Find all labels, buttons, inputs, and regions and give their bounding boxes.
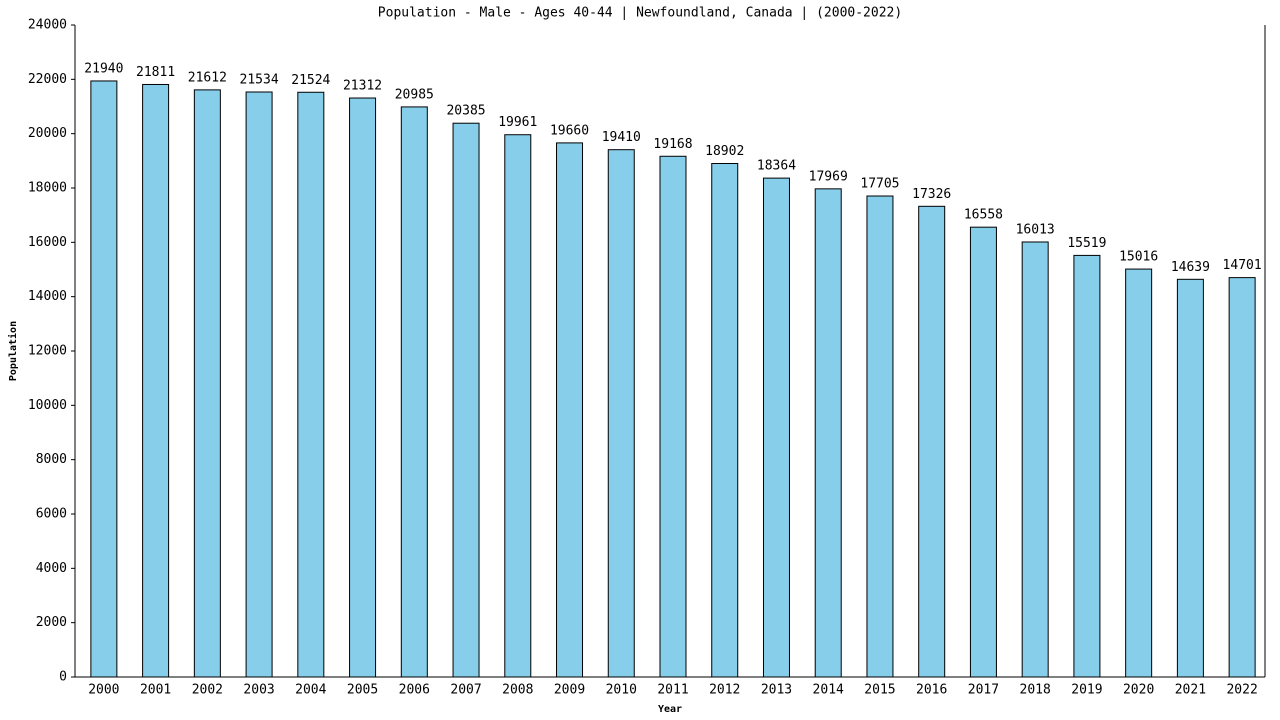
x-tick-label: 2009 — [554, 683, 585, 698]
bar — [504, 134, 532, 678]
value-label: 14701 — [1223, 258, 1262, 273]
x-tick-label: 2021 — [1175, 683, 1206, 698]
value-label: 19168 — [653, 137, 692, 152]
x-tick-label: 2003 — [243, 683, 274, 698]
value-label: 20985 — [395, 87, 434, 102]
x-tick-label: 2015 — [864, 683, 895, 698]
bar — [245, 91, 273, 678]
bar — [142, 83, 170, 678]
value-label: 18902 — [705, 144, 744, 159]
y-tick-label: 22000 — [28, 72, 67, 87]
value-label: 18364 — [757, 159, 796, 174]
value-label: 17969 — [809, 169, 848, 184]
bar — [1021, 241, 1049, 678]
x-tick-label: 2006 — [399, 683, 430, 698]
value-label: 15016 — [1119, 250, 1158, 265]
x-tick-label: 2004 — [295, 683, 326, 698]
y-tick-label: 2000 — [36, 615, 67, 630]
bar — [193, 89, 221, 678]
bar — [349, 97, 377, 678]
x-tick-label: 2001 — [140, 683, 171, 698]
y-tick-label: 4000 — [36, 561, 67, 576]
value-label: 21811 — [136, 65, 175, 80]
bar — [607, 149, 635, 678]
x-tick-label: 2002 — [192, 683, 223, 698]
bar — [297, 91, 325, 678]
y-tick-label: 8000 — [36, 452, 67, 467]
value-label: 15519 — [1067, 236, 1106, 251]
bar — [918, 205, 946, 678]
x-tick-label: 2010 — [606, 683, 637, 698]
x-tick-label: 2013 — [761, 683, 792, 698]
x-tick-label: 2016 — [916, 683, 947, 698]
value-label: 21612 — [188, 70, 227, 85]
bar — [814, 188, 842, 678]
value-label: 19660 — [550, 123, 589, 138]
bar — [659, 155, 687, 678]
value-label: 14639 — [1171, 260, 1210, 275]
x-tick-label: 2005 — [347, 683, 378, 698]
bar — [969, 226, 997, 678]
x-tick-label: 2019 — [1071, 683, 1102, 698]
y-tick-label: 6000 — [36, 507, 67, 522]
y-tick-label: 16000 — [28, 235, 67, 250]
bar — [452, 122, 480, 678]
bar — [400, 106, 428, 678]
x-tick-label: 2017 — [968, 683, 999, 698]
value-label: 19961 — [498, 115, 537, 130]
bar — [711, 162, 739, 678]
x-tick-label: 2011 — [657, 683, 688, 698]
bar — [1176, 278, 1204, 678]
value-label: 16558 — [964, 208, 1003, 223]
x-tick-label: 2014 — [813, 683, 844, 698]
x-tick-label: 2012 — [709, 683, 740, 698]
value-label: 20385 — [446, 104, 485, 119]
value-label: 21940 — [84, 61, 123, 76]
value-label: 17326 — [912, 187, 951, 202]
y-tick-label: 24000 — [28, 18, 67, 33]
y-tick-label: 12000 — [28, 344, 67, 359]
bar — [866, 195, 894, 678]
y-tick-label: 18000 — [28, 181, 67, 196]
x-tick-label: 2018 — [1020, 683, 1051, 698]
value-label: 19410 — [602, 130, 641, 145]
x-tick-label: 2008 — [502, 683, 533, 698]
y-tick-label: 0 — [59, 670, 67, 685]
value-label: 17705 — [860, 177, 899, 192]
chart-title: Population - Male - Ages 40-44 | Newfoun… — [378, 6, 902, 21]
y-axis-label: Population — [7, 321, 19, 381]
y-tick-label: 14000 — [28, 289, 67, 304]
bar — [1125, 268, 1153, 678]
value-label: 21524 — [291, 73, 330, 88]
x-tick-label: 2007 — [450, 683, 481, 698]
y-tick-label: 20000 — [28, 126, 67, 141]
value-label: 21312 — [343, 79, 382, 94]
bar — [556, 142, 584, 678]
bar — [90, 80, 118, 678]
bar — [1073, 254, 1101, 678]
x-tick-label: 2000 — [88, 683, 119, 698]
x-axis-label: Year — [658, 704, 682, 715]
bar — [762, 177, 790, 678]
value-label: 16013 — [1016, 222, 1055, 237]
y-tick-label: 10000 — [28, 398, 67, 413]
x-tick-label: 2020 — [1123, 683, 1154, 698]
bar — [1228, 277, 1256, 678]
value-label: 21534 — [240, 72, 279, 87]
x-tick-label: 2022 — [1226, 683, 1257, 698]
